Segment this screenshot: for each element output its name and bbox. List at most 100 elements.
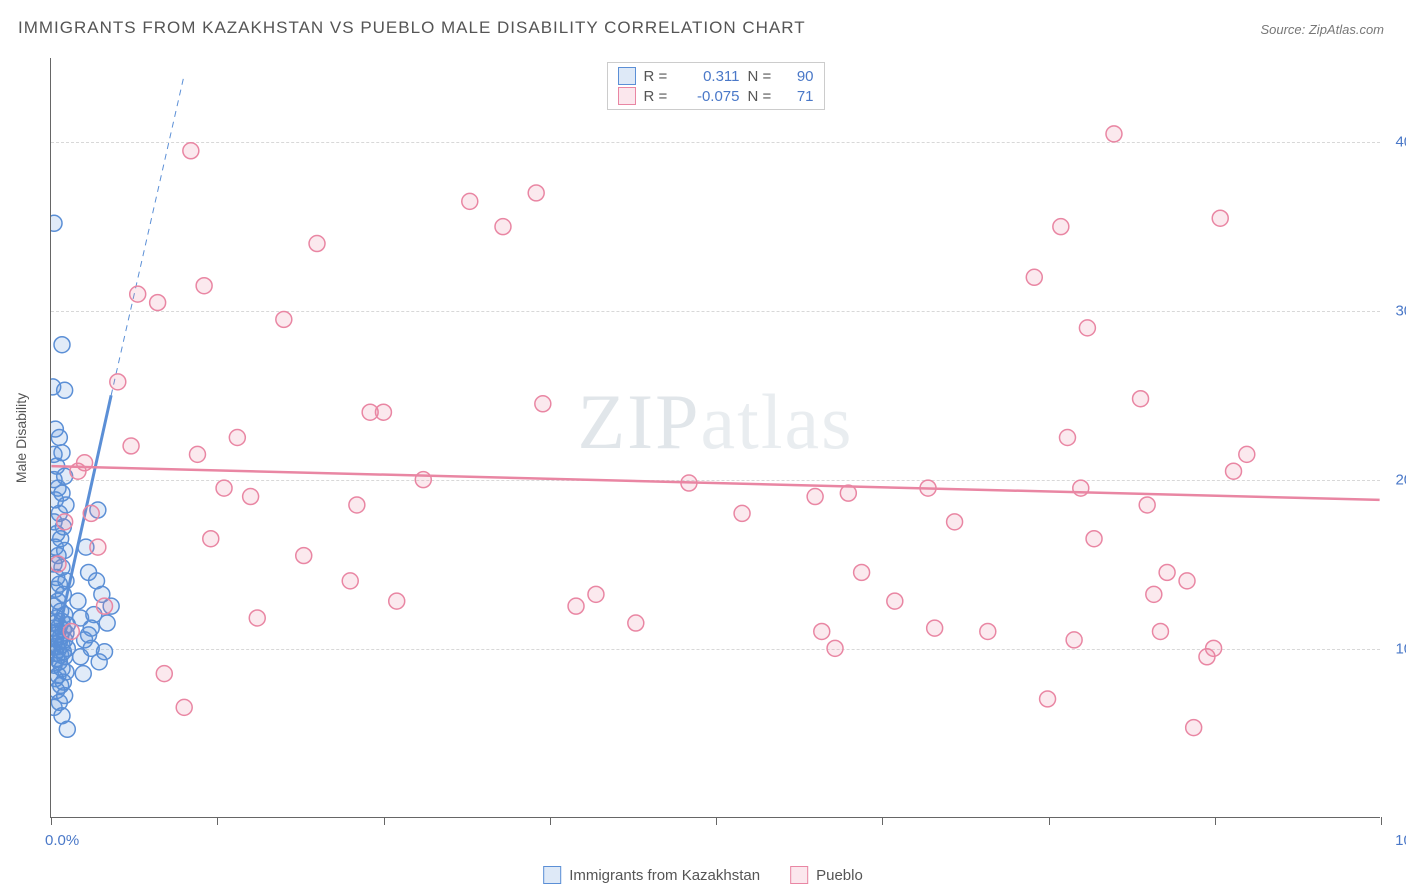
trend-line bbox=[51, 466, 1379, 500]
data-point bbox=[1186, 720, 1202, 736]
data-point bbox=[840, 485, 856, 501]
legend-item-0: Immigrants from Kazakhstan bbox=[543, 866, 760, 884]
x-tick bbox=[217, 817, 218, 825]
data-point bbox=[1079, 320, 1095, 336]
data-point bbox=[59, 721, 75, 737]
data-point bbox=[57, 382, 73, 398]
x-tick-min: 0.0% bbox=[45, 832, 79, 849]
data-point bbox=[229, 430, 245, 446]
data-point bbox=[528, 185, 544, 201]
data-point bbox=[495, 219, 511, 235]
data-point bbox=[1139, 497, 1155, 513]
swatch-series-0 bbox=[618, 67, 636, 85]
data-point bbox=[57, 649, 73, 665]
x-tick bbox=[1215, 817, 1216, 825]
series-legend: Immigrants from Kazakhstan Pueblo bbox=[543, 866, 863, 884]
data-point bbox=[89, 573, 105, 589]
r-value-0: 0.311 bbox=[680, 68, 740, 85]
data-point bbox=[1106, 126, 1122, 142]
data-point bbox=[462, 193, 478, 209]
data-point bbox=[57, 688, 73, 704]
data-point bbox=[55, 674, 71, 690]
data-point bbox=[734, 505, 750, 521]
data-point bbox=[1239, 446, 1255, 462]
data-point bbox=[1059, 430, 1075, 446]
watermark: ZIPatlas bbox=[578, 377, 854, 467]
data-point bbox=[58, 625, 74, 641]
data-point bbox=[53, 629, 69, 645]
legend-item-1: Pueblo bbox=[790, 866, 863, 884]
data-point bbox=[1159, 564, 1175, 580]
data-point bbox=[51, 620, 62, 636]
data-point bbox=[1026, 269, 1042, 285]
data-point bbox=[51, 630, 63, 646]
grid-line bbox=[51, 480, 1380, 481]
data-point bbox=[51, 526, 65, 542]
data-point bbox=[1066, 632, 1082, 648]
data-point bbox=[83, 620, 99, 636]
legend-row-series-1: R = -0.075 N = 71 bbox=[618, 87, 814, 105]
data-point bbox=[1040, 691, 1056, 707]
swatch-bottom-0 bbox=[543, 866, 561, 884]
data-point bbox=[535, 396, 551, 412]
data-point bbox=[70, 593, 86, 609]
data-point bbox=[90, 502, 106, 518]
x-tick bbox=[882, 817, 883, 825]
data-point bbox=[1073, 480, 1089, 496]
n-value-1: 71 bbox=[784, 88, 814, 105]
x-tick bbox=[1049, 817, 1050, 825]
data-point bbox=[53, 603, 69, 619]
data-point bbox=[75, 666, 91, 682]
data-point bbox=[86, 607, 102, 623]
data-point bbox=[1086, 531, 1102, 547]
data-point bbox=[51, 623, 66, 639]
data-point bbox=[51, 610, 65, 626]
data-point bbox=[150, 295, 166, 311]
data-point bbox=[97, 644, 113, 660]
data-point bbox=[176, 699, 192, 715]
data-point bbox=[1199, 649, 1215, 665]
data-point bbox=[807, 489, 823, 505]
data-point bbox=[243, 489, 259, 505]
x-tick bbox=[716, 817, 717, 825]
data-point bbox=[51, 598, 62, 614]
data-point bbox=[51, 492, 63, 508]
data-point bbox=[51, 645, 63, 661]
data-point bbox=[57, 607, 73, 623]
data-point bbox=[58, 573, 74, 589]
data-point bbox=[51, 683, 65, 699]
data-point bbox=[276, 311, 292, 327]
data-point bbox=[249, 610, 265, 626]
data-point bbox=[54, 613, 70, 629]
data-point bbox=[1212, 210, 1228, 226]
data-point bbox=[51, 539, 63, 555]
data-point bbox=[980, 623, 996, 639]
data-point bbox=[51, 576, 67, 592]
data-point bbox=[51, 446, 62, 462]
data-point bbox=[1146, 586, 1162, 602]
data-point bbox=[54, 637, 70, 653]
data-point bbox=[628, 615, 644, 631]
data-point bbox=[51, 671, 63, 687]
data-point bbox=[83, 505, 99, 521]
data-point bbox=[189, 446, 205, 462]
data-point bbox=[51, 570, 65, 586]
data-point bbox=[51, 615, 63, 631]
data-point bbox=[349, 497, 365, 513]
plot-area: Male Disability 10.0%20.0%30.0%40.0% 0.0… bbox=[50, 58, 1380, 818]
data-point bbox=[58, 664, 74, 680]
data-point bbox=[70, 463, 86, 479]
data-point bbox=[54, 708, 70, 724]
data-point bbox=[73, 649, 89, 665]
data-point bbox=[78, 539, 94, 555]
data-point bbox=[375, 404, 391, 420]
trend-line-extension bbox=[111, 75, 184, 395]
scatter-overlay bbox=[51, 58, 1380, 817]
data-point bbox=[51, 458, 65, 474]
data-point bbox=[77, 632, 93, 648]
correlation-legend: R = 0.311 N = 90 R = -0.075 N = 71 bbox=[607, 62, 825, 110]
data-point bbox=[81, 564, 97, 580]
data-point bbox=[77, 455, 93, 471]
swatch-series-1 bbox=[618, 87, 636, 105]
data-point bbox=[55, 519, 71, 535]
